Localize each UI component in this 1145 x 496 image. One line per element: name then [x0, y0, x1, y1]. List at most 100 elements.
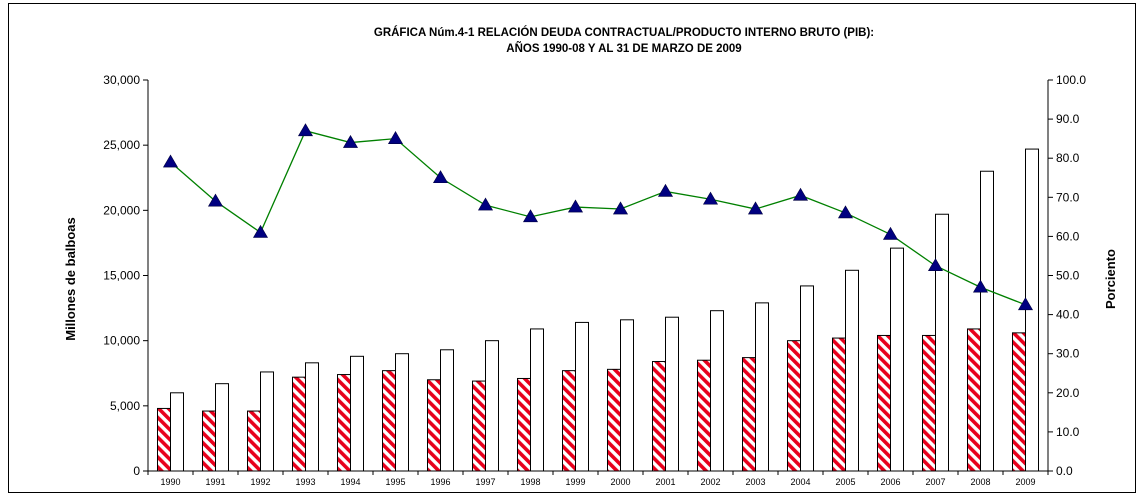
x-tick-label: 2007 [925, 477, 945, 487]
y-tick-label: 0 [133, 464, 140, 478]
x-tick-label: 2008 [970, 477, 990, 487]
bar-pib [890, 247, 904, 472]
x-tick-label: 1993 [295, 477, 315, 487]
x-tick-label: 2006 [880, 477, 900, 487]
bar-debt [517, 377, 531, 472]
bar-debt [247, 410, 261, 472]
bar-debt [607, 368, 621, 472]
bar-debt [202, 410, 216, 472]
x-tick-label: 1999 [565, 477, 585, 487]
bar-debt [832, 337, 846, 472]
ratio-point [972, 279, 989, 293]
y2-axis-label: Porciento [1103, 249, 1118, 309]
ratio-point [927, 258, 944, 272]
bar-pib [530, 328, 544, 472]
ratio-point [342, 134, 359, 148]
bar-pib [980, 170, 994, 472]
bar-debt [427, 379, 441, 472]
bar-debt [157, 407, 171, 472]
x-tick-label: 2000 [610, 477, 630, 487]
ratio-point [882, 226, 899, 240]
chart-title: GRÁFICA Núm.4-1 RELACIÓN DEUDA CONTRACTU… [374, 26, 874, 39]
bar-debt [652, 361, 666, 472]
bar-pib [215, 383, 229, 472]
y-tick-label: 30,000 [103, 73, 140, 87]
ratio-point [297, 123, 314, 137]
y2-tick-label: 90.0 [1056, 112, 1080, 126]
bar-pib [395, 353, 409, 472]
x-tick-label: 2005 [835, 477, 855, 487]
bar-debt [742, 357, 756, 472]
plot-area: 0 5,000 10,000 15,000 20,000 25,000 30,000 0.0 1… [103, 73, 1086, 487]
y2-tick-label: 60.0 [1056, 229, 1080, 243]
x-tick-label: 2002 [700, 477, 720, 487]
ratio-point [522, 209, 539, 223]
bar-pib [755, 302, 769, 472]
bar-pib [305, 362, 319, 472]
ratio-line [170, 130, 1026, 306]
bar-pib [665, 316, 679, 472]
bar-debt [292, 376, 306, 472]
bar-debt [697, 359, 711, 472]
x-tick-label: 1995 [385, 477, 405, 487]
ratio-point [252, 224, 269, 238]
bar-pib [800, 285, 814, 472]
x-tick-label: 2003 [745, 477, 765, 487]
ratio-point [1017, 297, 1034, 311]
y-tick-label: 10,000 [103, 334, 140, 348]
bar-pib [260, 371, 274, 472]
x-tick-label: 1998 [520, 477, 540, 487]
x-tick-label: 1991 [205, 477, 225, 487]
chart-subtitle: AÑOS 1990-08 Y AL 31 DE MARZO DE 2009 [506, 42, 741, 55]
ratio-point [792, 187, 809, 201]
y2-tick-label: 0.0 [1056, 464, 1073, 478]
x-tick-label: 1994 [340, 477, 360, 487]
bar-debt [472, 380, 486, 472]
bar-debt [787, 340, 801, 472]
bar-pib [845, 269, 859, 472]
bar-pib [575, 321, 589, 472]
y2-tick-label: 40.0 [1056, 308, 1080, 322]
x-tick-label: 1990 [160, 477, 180, 487]
y-axis-label: Millones de balboas [63, 217, 78, 341]
bar-debt [562, 370, 576, 472]
ratio-point [837, 205, 854, 219]
x-tick-label: 1997 [475, 477, 495, 487]
y-tick-label: 20,000 [103, 203, 140, 217]
ratio-point [567, 199, 584, 213]
y2-tick-label: 100.0 [1056, 73, 1086, 87]
y2-tick-label: 50.0 [1056, 269, 1080, 283]
ratio-point [432, 170, 449, 184]
y2-tick-label: 80.0 [1056, 151, 1080, 165]
ratio-point [477, 197, 494, 211]
bar-pib [710, 310, 724, 472]
x-tick-label: 2001 [655, 477, 675, 487]
x-tick-label: 1996 [430, 477, 450, 487]
bar-debt [337, 374, 351, 472]
bar-pib [440, 349, 454, 472]
bar-pib [485, 340, 499, 472]
bar-pib [350, 355, 364, 472]
ratio-point [207, 193, 224, 207]
bar-debt [877, 334, 891, 472]
ratio-point [657, 183, 674, 197]
y-tick-label: 5,000 [110, 399, 140, 413]
bar-pib [935, 213, 949, 472]
chart: GRÁFICA Núm.4-1 RELACIÓN DEUDA CONTRACTU… [63, 26, 1118, 487]
y2-tick-label: 20.0 [1056, 386, 1080, 400]
ratio-point [162, 154, 179, 168]
y-tick-label: 15,000 [103, 269, 140, 283]
ratio-point [612, 201, 629, 215]
x-tick-label: 1992 [250, 477, 270, 487]
bar-debt [967, 328, 981, 472]
bar-debt [922, 334, 936, 472]
ratio-point [747, 201, 764, 215]
bar-debt [382, 370, 396, 472]
ratio-point [702, 191, 719, 205]
y-tick-label: 25,000 [103, 138, 140, 152]
y2-tick-label: 70.0 [1056, 190, 1080, 204]
bar-pib [620, 319, 634, 472]
bar-debt [1012, 332, 1026, 472]
bar-pib [170, 392, 184, 472]
y2-tick-label: 30.0 [1056, 347, 1080, 361]
